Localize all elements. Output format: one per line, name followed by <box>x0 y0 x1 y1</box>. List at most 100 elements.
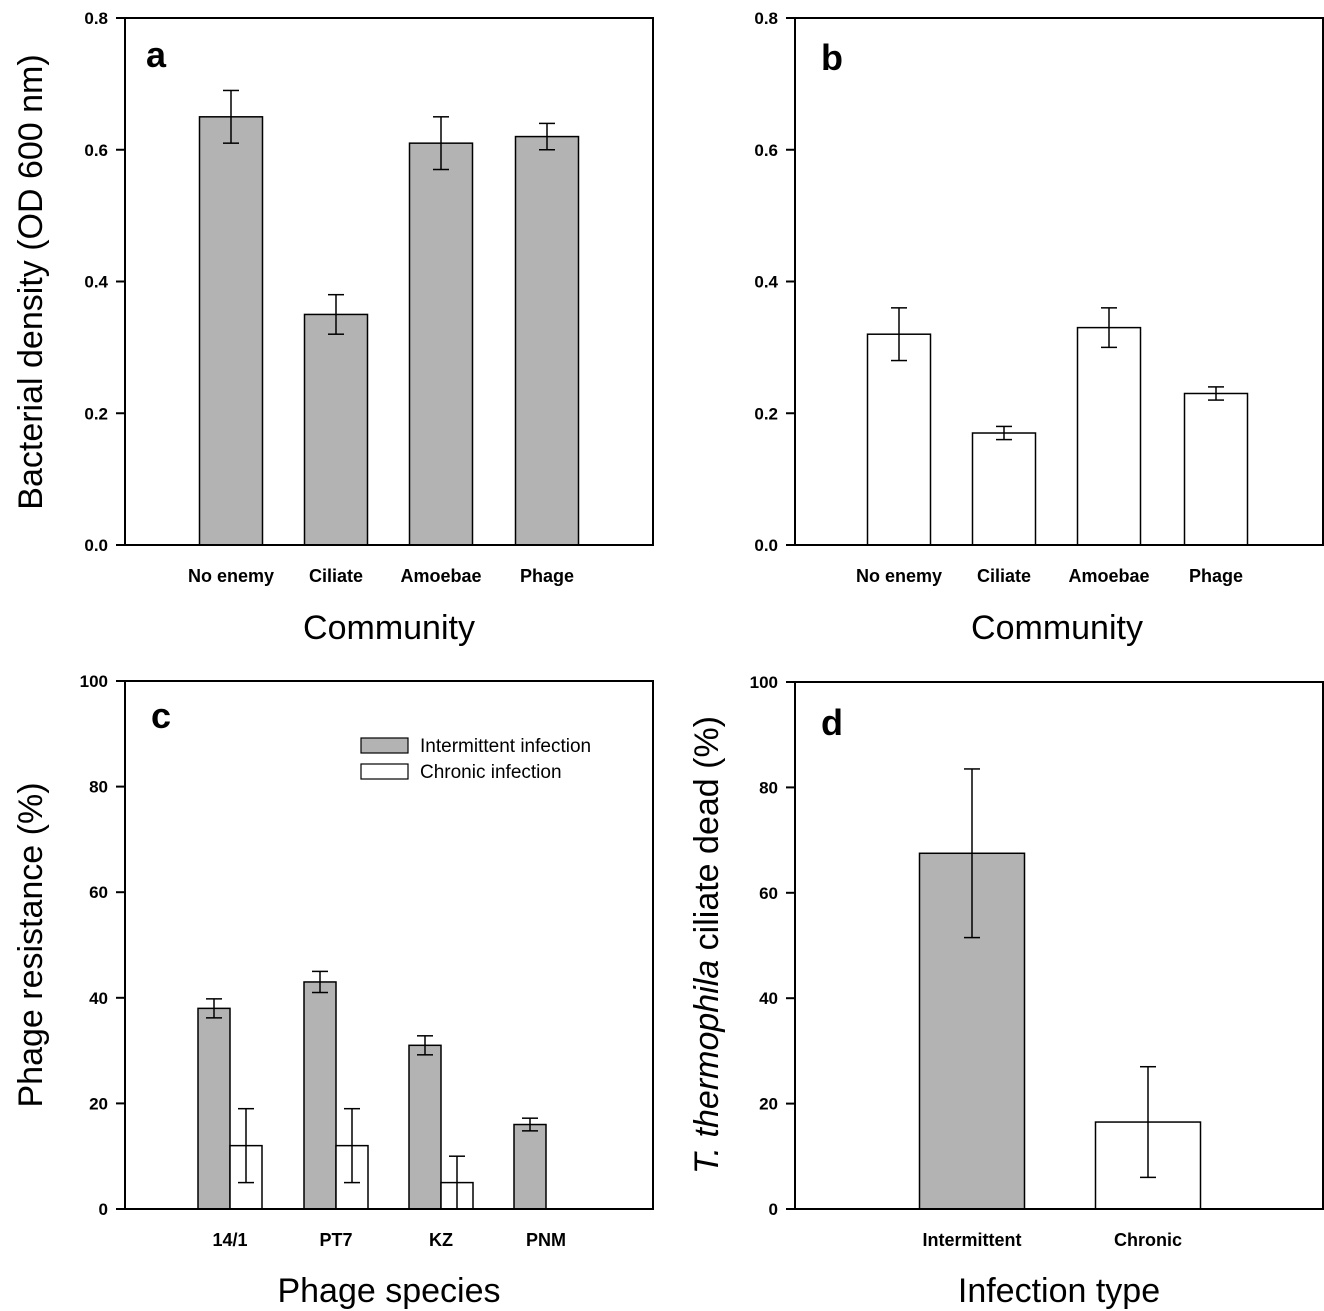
panel-d-y-tick-label: 0 <box>769 1200 778 1219</box>
panel-a-plot-frame <box>124 17 654 546</box>
panel-c-y-ticks: 0 20 40 60 80 100 <box>80 672 125 1219</box>
panel-c-error-bar <box>344 1107 360 1184</box>
panel-c-category-label: PT7 <box>319 1230 352 1250</box>
panel-c-plot-frame <box>124 680 654 1210</box>
panel-b-bar <box>971 432 1037 546</box>
panel-a-category-label: Ciliate <box>309 566 363 586</box>
panel-d-y-tick-label: 40 <box>759 989 778 1008</box>
panel-a-y-tick-label: 0.0 <box>84 536 108 555</box>
panel-b-bars <box>866 307 1249 546</box>
panel-a-category-labels: No enemy Ciliate Amoebae Phage <box>188 566 574 586</box>
panel-b-error-bar <box>1101 307 1117 349</box>
panel-c-bar <box>197 1007 231 1210</box>
panel-c-legend: Intermittent infection Chronic infection <box>360 736 591 783</box>
panel-b-category-label: Ciliate <box>977 566 1031 586</box>
panel-a-y-axis-label: Bacterial density (OD 600 nm) <box>12 54 50 509</box>
panel-d-y-tick-label: 60 <box>759 884 778 903</box>
panel-a-y-ticks: 0.0 0.2 0.4 0.6 0.8 <box>84 9 125 555</box>
panel-a-y-tick-label: 0.4 <box>84 273 108 292</box>
panel-c-bars <box>197 970 547 1210</box>
panel-d-category-label: Chronic <box>1114 1230 1182 1250</box>
panel-c: Phage resistance (%) c 0 20 40 60 80 100 14/1… <box>12 672 654 1310</box>
panel-d-y-tick-label: 100 <box>750 673 778 692</box>
panel-c-error-bar <box>417 1035 433 1056</box>
panel-a-error-bar <box>433 116 449 171</box>
panel-a-error-bar <box>539 122 555 151</box>
panel-c-category-label: KZ <box>429 1230 453 1250</box>
panel-b-y-tick-label: 0.4 <box>754 273 778 292</box>
panel-a-bar <box>198 116 264 546</box>
panel-a-category-label: Phage <box>520 566 574 586</box>
panel-b-x-axis-label: Community <box>971 609 1143 647</box>
panel-d-bars <box>918 768 1202 1210</box>
panel-a-y-tick-label: 0.8 <box>84 9 108 28</box>
panel-b-bar <box>1183 392 1249 546</box>
panel-c-category-label: 14/1 <box>212 1230 247 1250</box>
panel-a-bar <box>514 135 580 546</box>
panel-d-category-labels: Intermittent Chronic <box>923 1230 1183 1250</box>
panel-a-category-label: Amoebae <box>400 566 481 586</box>
panel-d-y-tick-label: 20 <box>759 1095 778 1114</box>
panel-a-y-tick-label: 0.6 <box>84 141 108 160</box>
panel-c-y-axis-label: Phage resistance (%) <box>12 782 50 1107</box>
panel-a-error-bar <box>223 89 239 144</box>
panel-b-y-tick-label: 0.6 <box>754 141 778 160</box>
panel-b-error-bar <box>1208 386 1224 401</box>
panel-c-letter: c <box>151 695 171 736</box>
panel-b-category-label: Phage <box>1189 566 1243 586</box>
panel-b-y-ticks: 0.0 0.2 0.4 0.6 0.8 <box>754 9 795 555</box>
legend-label-intermittent: Intermittent infection <box>420 736 591 757</box>
panel-c-y-tick-label: 100 <box>80 672 108 691</box>
panel-c-y-tick-label: 60 <box>89 883 108 902</box>
legend-swatch-chronic <box>360 763 409 780</box>
panel-d-error-bar <box>1140 1065 1156 1179</box>
panel-a-bar <box>408 142 474 546</box>
panel-a-letter: a <box>146 34 167 75</box>
panel-c-category-labels: 14/1 PT7 KZ PNM <box>212 1230 566 1250</box>
panel-a-bars <box>198 89 580 546</box>
panel-b-bar <box>866 333 932 546</box>
panel-d: T. thermophila ciliate dead (%) d 0 20 40 6… <box>688 673 1324 1310</box>
panel-a-x-axis-label: Community <box>303 609 475 647</box>
panel-c-error-bar <box>522 1117 538 1132</box>
panel-c-y-tick-label: 0 <box>99 1200 108 1219</box>
panel-b-category-labels: No enemy Ciliate Amoebae Phage <box>856 566 1243 586</box>
panel-c-y-tick-label: 20 <box>89 1094 108 1113</box>
panel-d-letter: d <box>821 702 843 743</box>
panel-c-y-tick-label: 80 <box>89 778 108 797</box>
panel-b-category-label: No enemy <box>856 566 942 586</box>
panel-b-y-tick-label: 0.2 <box>754 404 778 423</box>
panel-b-y-tick-label: 0.8 <box>754 9 778 28</box>
panel-b: b 0.0 0.2 0.4 0.6 0.8 No enemy Ciliate Amoebae… <box>754 9 1324 647</box>
panel-a-category-label: No enemy <box>188 566 274 586</box>
panel-b-category-label: Amoebae <box>1068 566 1149 586</box>
panel-c-y-tick-label: 40 <box>89 989 108 1008</box>
panel-a-bar <box>303 313 369 546</box>
panel-a-error-bar <box>328 293 344 335</box>
panel-d-error-bar <box>964 768 980 939</box>
panel-c-category-label: PNM <box>526 1230 566 1250</box>
panel-a: Bacterial density (OD 600 nm) a 0.00.20.… <box>12 9 654 647</box>
panel-b-error-bar <box>996 425 1012 441</box>
panel-b-error-bar <box>891 307 907 362</box>
panel-b-letter: b <box>821 37 843 78</box>
panel-b-bar <box>1076 326 1142 546</box>
panel-d-y-axis-label: T. thermophila ciliate dead (%) <box>688 716 726 1174</box>
legend-swatch-intermittent <box>360 737 409 754</box>
panel-c-bar <box>303 981 337 1210</box>
panel-d-y-ticks: 0 20 40 60 80 100 <box>750 673 795 1219</box>
panel-c-error-bar <box>238 1107 254 1184</box>
panel-d-y-tick-label: 80 <box>759 778 778 797</box>
panel-c-bar <box>408 1044 442 1210</box>
panel-d-x-axis-label: Infection type <box>958 1272 1160 1310</box>
panel-a-y-tick-label: 0.2 <box>84 404 108 423</box>
panel-c-error-bar <box>312 970 328 994</box>
panel-c-x-axis-label: Phage species <box>277 1272 500 1310</box>
panel-c-bar <box>513 1123 547 1210</box>
panel-c-error-bar <box>206 998 222 1019</box>
panel-d-category-label: Intermittent <box>923 1230 1022 1250</box>
panel-b-plot-frame <box>794 17 1324 546</box>
panel-d-plot-frame <box>794 681 1324 1210</box>
panel-b-y-tick-label: 0.0 <box>754 536 778 555</box>
